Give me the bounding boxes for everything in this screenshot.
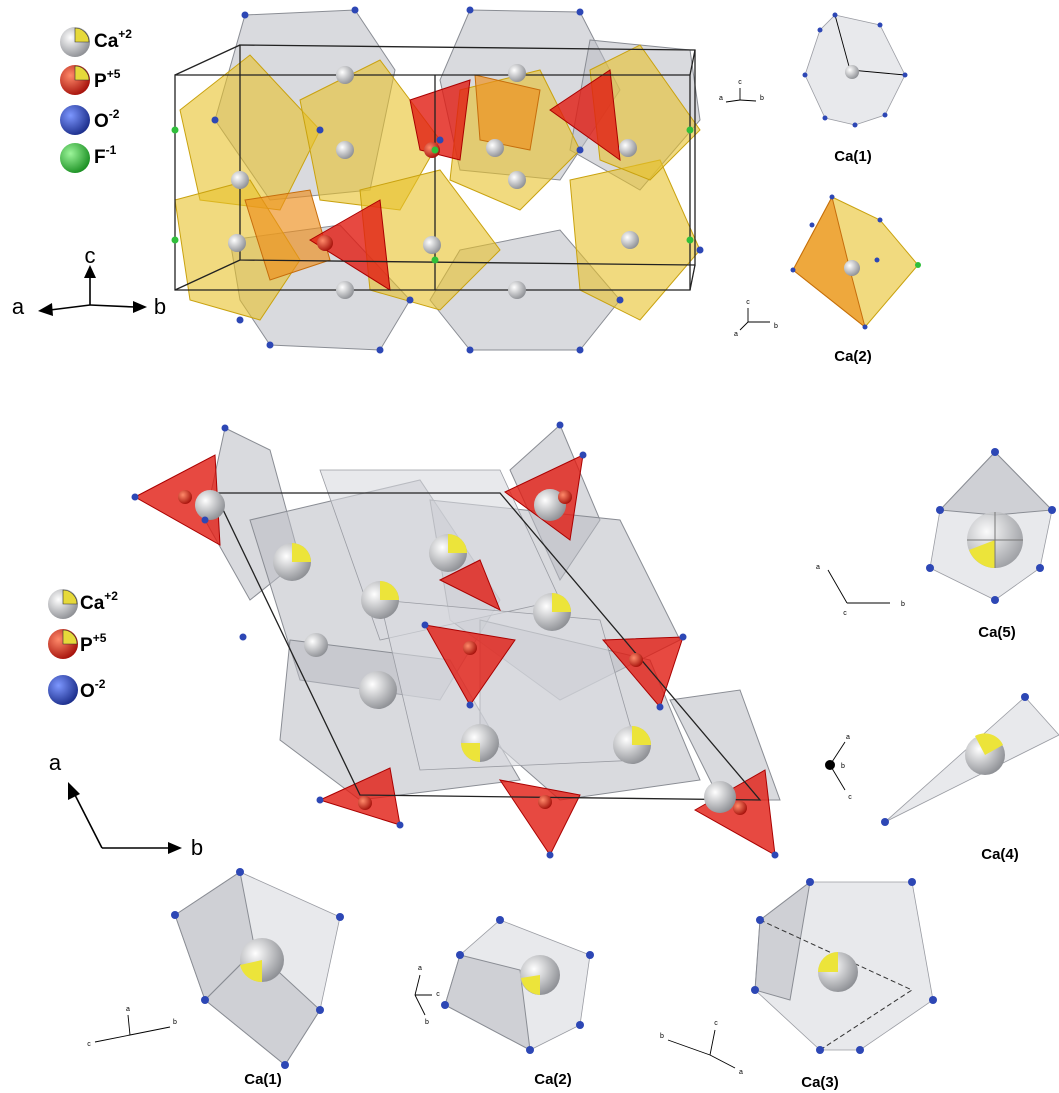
bottom-ca2: a c b Ca(2) bbox=[414, 916, 594, 1088]
axis-label: b bbox=[191, 835, 203, 860]
axis-label: c bbox=[738, 79, 742, 86]
polyhedron-label: Ca(3) bbox=[801, 1074, 839, 1091]
axis-label: a bbox=[816, 564, 820, 571]
axis-label: a bbox=[734, 331, 738, 338]
top-axes: c a b bbox=[12, 243, 166, 319]
axis-label: b bbox=[425, 1019, 429, 1026]
bottom-structure bbox=[131, 421, 781, 859]
legend-label: Ca+2 bbox=[94, 27, 132, 52]
bottom-ca4: a b c Ca(4) bbox=[825, 693, 1059, 863]
bottom-ca3: c b a Ca(3) bbox=[660, 878, 937, 1091]
axis-label: a bbox=[418, 965, 422, 972]
axis-label: a bbox=[846, 734, 850, 741]
axis-label: b bbox=[841, 763, 845, 770]
axis-label: c bbox=[436, 991, 440, 998]
axis-label: a bbox=[12, 294, 25, 319]
axis-label: c bbox=[87, 1041, 91, 1048]
top-ca2: c a b Ca(2) bbox=[734, 194, 921, 365]
legend-label: O-2 bbox=[94, 107, 120, 132]
axis-label: b bbox=[154, 294, 166, 319]
top-ca1: c a b Ca(1) bbox=[719, 12, 908, 165]
axis-label: b bbox=[173, 1019, 177, 1026]
legend-label: F-1 bbox=[94, 143, 117, 168]
polyhedron-label: Ca(1) bbox=[244, 1071, 282, 1088]
legend-label: O-2 bbox=[80, 677, 106, 702]
axis-label: a bbox=[739, 1069, 743, 1076]
polyhedron-label: Ca(5) bbox=[978, 624, 1016, 641]
axis-label: b bbox=[901, 601, 905, 608]
axis-label: a bbox=[719, 95, 723, 102]
axis-label: b bbox=[774, 323, 778, 330]
legend-label: Ca+2 bbox=[80, 589, 118, 614]
polyhedron-label: Ca(4) bbox=[981, 846, 1019, 863]
bottom-ca1: a c b Ca(1) bbox=[87, 868, 344, 1088]
top-structure bbox=[171, 6, 704, 354]
legend-label: P+5 bbox=[94, 67, 121, 92]
bottom-legend: Ca+2 P+5 O-2 bbox=[48, 589, 118, 705]
axis-label: c bbox=[746, 299, 750, 306]
polyhedron-label: Ca(1) bbox=[834, 148, 872, 165]
axis-label: a bbox=[126, 1006, 130, 1013]
polyhedron-label: Ca(2) bbox=[834, 348, 872, 365]
axis-label: b bbox=[660, 1033, 664, 1040]
axis-label: b bbox=[760, 95, 764, 102]
axis-label: c bbox=[848, 794, 852, 801]
bottom-axes: a b bbox=[49, 750, 203, 860]
polyhedron-label: Ca(2) bbox=[534, 1071, 572, 1088]
bottom-ca5: a b c Ca(5) bbox=[816, 448, 1056, 641]
axis-label: c bbox=[714, 1020, 718, 1027]
top-legend: Ca+2 P+5 O-2 F-1 bbox=[60, 27, 132, 173]
axis-label: c bbox=[85, 243, 96, 268]
legend-label: P+5 bbox=[80, 631, 107, 656]
axis-label: a bbox=[49, 750, 62, 775]
axis-label: c bbox=[843, 610, 847, 617]
